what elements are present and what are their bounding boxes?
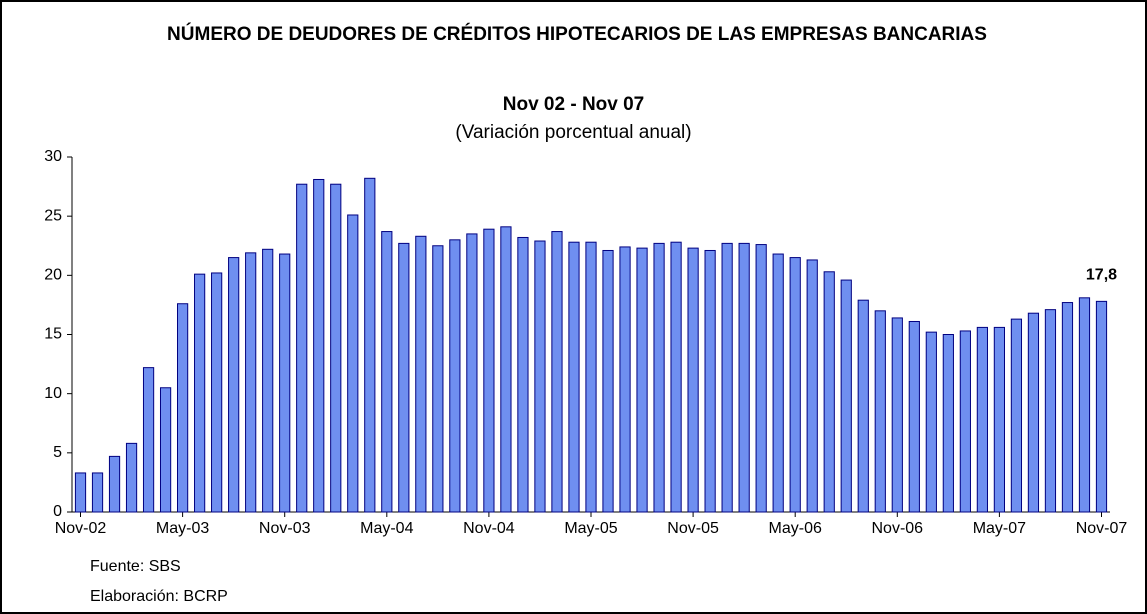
bar — [1010, 318, 1023, 513]
bar — [755, 244, 767, 513]
y-tick-label: 5 — [53, 444, 62, 461]
bar — [891, 317, 903, 513]
bar — [159, 387, 172, 513]
bar — [91, 472, 104, 513]
bar — [857, 299, 869, 513]
bar — [840, 279, 852, 513]
bar — [959, 330, 971, 513]
y-tick-label: 30 — [44, 148, 62, 165]
bar — [925, 331, 937, 513]
bar — [704, 249, 716, 513]
bar — [551, 231, 563, 513]
y-tick-label: 15 — [44, 326, 62, 343]
bar — [772, 253, 784, 513]
bar — [738, 242, 750, 513]
bar — [534, 240, 546, 513]
bar — [806, 259, 818, 513]
x-tick-label: May-04 — [360, 520, 413, 537]
bar — [1095, 300, 1108, 513]
bar — [194, 273, 206, 513]
bar — [602, 249, 614, 513]
bar — [313, 178, 325, 513]
bar — [432, 245, 444, 513]
bar — [347, 214, 359, 513]
bar — [976, 326, 988, 513]
bar — [874, 310, 886, 513]
bar — [568, 241, 580, 513]
bar — [381, 231, 393, 513]
y-tick-label: 25 — [44, 207, 62, 224]
bar — [500, 226, 512, 513]
bar — [211, 272, 223, 513]
bar — [483, 228, 495, 513]
x-tick-label: Nov-06 — [872, 520, 924, 537]
bar — [228, 257, 240, 513]
bar — [415, 235, 427, 513]
bar — [364, 177, 376, 513]
bar — [296, 183, 308, 513]
x-tick-label: Nov-07 — [1076, 520, 1128, 537]
bar — [108, 455, 121, 513]
x-tick-label: May-06 — [769, 520, 822, 537]
bar — [245, 252, 257, 513]
x-tick-label: May-07 — [973, 520, 1026, 537]
bar — [1044, 309, 1057, 513]
bar — [125, 442, 138, 513]
bar — [619, 246, 631, 513]
x-tick-label: Nov-02 — [55, 520, 107, 537]
bar — [653, 242, 665, 513]
bar — [330, 183, 342, 513]
bar — [262, 248, 274, 513]
bar — [1027, 312, 1040, 513]
bar — [823, 271, 835, 513]
bar — [1078, 297, 1091, 513]
bar — [1061, 302, 1074, 513]
chart-description: (Variación porcentual anual) — [455, 122, 692, 143]
bar — [517, 236, 529, 513]
bar — [789, 257, 801, 513]
bar — [142, 367, 155, 513]
bar — [279, 253, 291, 513]
chart-subtitle: Nov 02 - Nov 07 — [502, 94, 645, 115]
bar — [993, 326, 1005, 513]
credit-note: Elaboración: BCRP — [90, 588, 228, 605]
x-tick-label: May-05 — [564, 520, 617, 537]
source-note: Fuente: SBS — [90, 558, 181, 575]
bar — [670, 241, 682, 513]
chart-title: NÚMERO DE DEUDORES DE CRÉDITOS HIPOTECAR… — [167, 24, 987, 45]
bar — [398, 242, 410, 513]
y-tick-label: 20 — [44, 267, 62, 284]
x-tick-label: Nov-05 — [667, 520, 719, 537]
x-tick-label: Nov-04 — [463, 520, 515, 537]
bar — [74, 472, 87, 513]
y-tick-label: 0 — [53, 503, 62, 520]
bar — [908, 320, 920, 513]
y-tick-label: 10 — [44, 385, 62, 402]
bar — [466, 233, 478, 513]
bar — [721, 242, 733, 513]
value-label: 17,8 — [1086, 267, 1117, 284]
bar — [449, 239, 461, 513]
bar — [636, 247, 648, 513]
x-tick-label: Nov-03 — [259, 520, 311, 537]
bar — [177, 303, 189, 513]
bar — [687, 247, 699, 513]
bar — [942, 334, 954, 513]
bar — [585, 241, 597, 513]
x-tick-label: May-03 — [156, 520, 209, 537]
